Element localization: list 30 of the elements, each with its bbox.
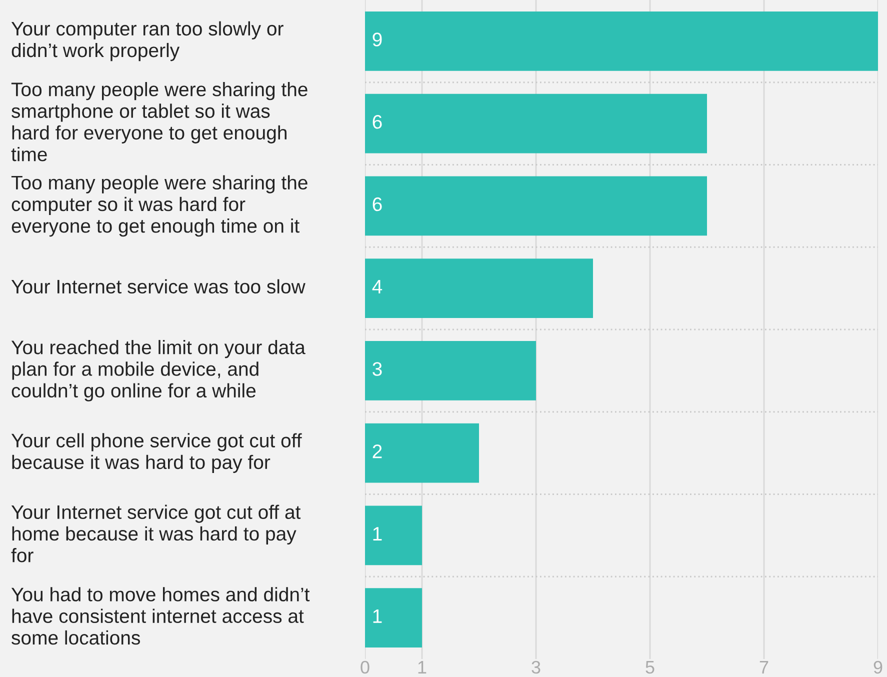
data-label: 4 xyxy=(372,280,382,294)
y-tick-label: Too many people were sharing the computer so it was hard for everyone to get enough time on it xyxy=(11,175,308,237)
x-tick-label: 1 xyxy=(418,661,426,674)
data-label: 1 xyxy=(373,609,382,623)
data-label: 1 xyxy=(373,527,382,540)
y-tick-label: Your Internet service got cut off at home because it was hard to pay for xyxy=(11,504,301,562)
y-tick-label: You had to move homes and didn’t have consistent internet access at some locations xyxy=(11,587,310,645)
data-label: 9 xyxy=(372,32,382,46)
bar xyxy=(365,423,479,483)
bar xyxy=(365,94,707,154)
x-tick-label: 3 xyxy=(532,660,540,674)
y-tick-label: Your computer ran too slowly or didn’t work properly xyxy=(11,21,284,62)
y-tick-label: Your Internet service was too slow xyxy=(11,279,306,294)
bar xyxy=(365,506,422,566)
bar xyxy=(365,258,593,318)
data-label: 6 xyxy=(372,197,382,212)
bar xyxy=(365,588,422,648)
x-tick-label: 9 xyxy=(874,660,882,674)
y-tick-label: Too many people were sharing the smartphone or tablet so it was hard for everyone to get enough time xyxy=(11,82,308,162)
y-tick-label: You reached the limit on your data plan for a mobile device, and couldn’t go online for a while xyxy=(11,340,306,402)
data-label: 2 xyxy=(372,444,382,458)
data-label: 3 xyxy=(372,362,382,376)
bar xyxy=(365,176,707,236)
data-label: 6 xyxy=(372,115,382,129)
y-tick-label: Your cell phone service got cut off because it was hard to pay for xyxy=(11,433,302,473)
x-tick-label: 5 xyxy=(646,661,654,674)
bar xyxy=(365,12,878,71)
bar xyxy=(365,341,536,400)
x-tick-label: 7 xyxy=(760,661,768,674)
x-tick-label: 0 xyxy=(360,660,370,674)
